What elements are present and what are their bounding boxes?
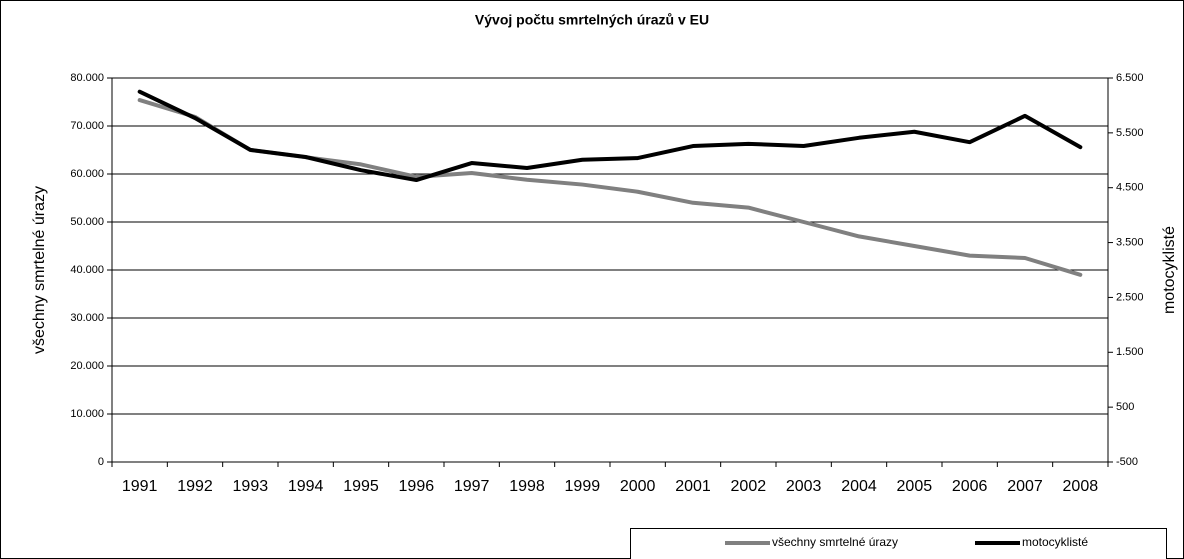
y-tick-label: 80.000 [70, 72, 104, 84]
x-tick-label: 2007 [1007, 478, 1043, 495]
y2-tick-label: 3.500 [1116, 236, 1144, 248]
x-tick-label: 2004 [841, 478, 877, 495]
x-tick-label: 2005 [897, 478, 933, 495]
y2-axis-label: motocyklisté [1161, 226, 1178, 314]
y2-tick-label: 1.500 [1116, 346, 1144, 358]
y2-tick-label: 6.500 [1116, 72, 1144, 84]
y-tick-label: 60.000 [70, 168, 104, 180]
y-tick-label: 40.000 [70, 264, 104, 276]
y-tick-label: 30.000 [70, 312, 104, 324]
x-tick-label: 1995 [343, 478, 379, 495]
y-tick-label: 70.000 [70, 120, 104, 132]
x-tick-label: 2000 [620, 478, 656, 495]
chart-title: Vývoj počtu smrtelných úrazů v EU [475, 12, 709, 28]
x-tick-label: 1996 [399, 478, 435, 495]
y-tick-label: 10.000 [70, 408, 104, 420]
x-tick-label: 1994 [288, 478, 324, 495]
x-tick-label: 1999 [565, 478, 601, 495]
x-tick-label: 2008 [1063, 478, 1099, 495]
x-tick-label: 2003 [786, 478, 822, 495]
y-tick-label: 20.000 [70, 360, 104, 372]
x-tick-label: 1992 [177, 478, 213, 495]
series-line [137, 89, 1083, 183]
y2-tick-label: 2.500 [1116, 291, 1144, 303]
y-tick-label: 0 [98, 456, 104, 468]
legend-label: motocyklisté [1022, 535, 1088, 549]
y2-tick-label: 5.500 [1116, 127, 1144, 139]
y2-tick-label: 4.500 [1116, 182, 1144, 194]
legend-box [630, 528, 1167, 559]
y2-tick-label: 500 [1116, 401, 1134, 413]
x-tick-label: 2001 [675, 478, 711, 495]
y-axis-label: všechny smrtelné úrazy [31, 186, 48, 354]
x-tick-label: 1991 [122, 478, 158, 495]
legend-label: všechny smrtelné úrazy [772, 535, 898, 549]
y2-tick-label: -500 [1116, 456, 1138, 468]
x-tick-label: 2006 [952, 478, 988, 495]
x-tick-label: 1997 [454, 478, 490, 495]
x-tick-label: 1998 [509, 478, 545, 495]
x-tick-label: 1993 [233, 478, 269, 495]
y-tick-label: 50.000 [70, 216, 104, 228]
x-tick-label: 2002 [731, 478, 767, 495]
